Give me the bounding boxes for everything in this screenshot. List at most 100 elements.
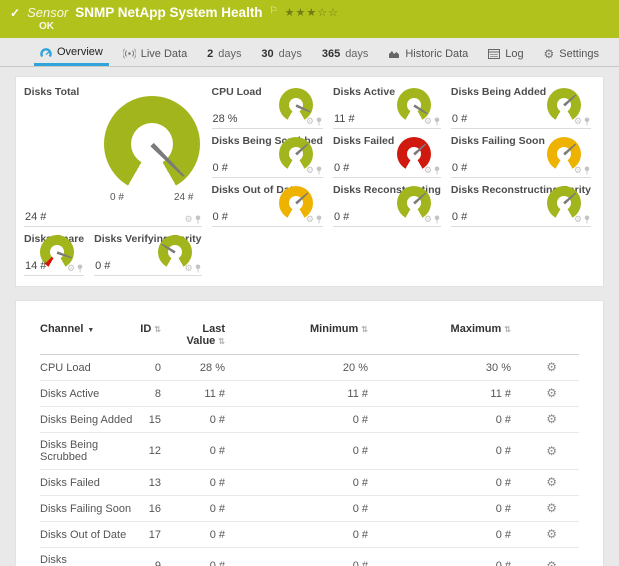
table-row: Disks Failing Soon 16 0 # 0 # 0 # ⚙ <box>40 496 579 522</box>
cell-last-value: 0 # <box>161 496 225 522</box>
pin-icon[interactable] <box>584 215 590 224</box>
cell-id: 8 <box>136 381 161 407</box>
gear-icon[interactable]: ⚙ <box>424 117 432 126</box>
table-row: Disks Reconstructing 9 0 # 0 # 0 # ⚙ <box>40 548 579 566</box>
broadcast-icon <box>123 48 136 59</box>
tab-settings[interactable]: ⚙ Settings <box>537 41 605 66</box>
table-row: CPU Load 0 28 % 20 % 30 % ⚙ <box>40 355 579 381</box>
pin-icon[interactable] <box>195 215 201 224</box>
pin-icon[interactable] <box>434 117 440 126</box>
channel-settings-gear-icon[interactable]: ⚙ <box>546 527 557 541</box>
priority-stars[interactable]: ★★★☆☆ <box>285 6 339 19</box>
pin-icon[interactable] <box>434 215 440 224</box>
table-row: Disks Active 8 11 # 11 # 11 # ⚙ <box>40 381 579 407</box>
gear-icon[interactable]: ⚙ <box>424 215 432 224</box>
gear-icon[interactable]: ⚙ <box>184 264 192 273</box>
gear-icon[interactable]: ⚙ <box>67 264 75 273</box>
gauge-value: 14 # <box>25 260 46 272</box>
gauge-card-cpu-load: CPU Load 28 % ⚙ <box>212 83 323 129</box>
gear-icon: ⚙ <box>543 48 554 60</box>
channel-settings-gear-icon[interactable]: ⚙ <box>546 444 557 458</box>
table-row: Disks Being Scrubbed 12 0 # 0 # 0 # ⚙ <box>40 433 579 470</box>
cell-actions: ⚙ <box>511 470 579 496</box>
gauge-scale-max: 24 # <box>174 192 193 203</box>
gauge-card-disks-active: Disks Active 11 # ⚙ <box>333 83 441 129</box>
channel-settings-gear-icon[interactable]: ⚙ <box>546 386 557 400</box>
channel-settings-gear-icon[interactable]: ⚙ <box>546 559 557 566</box>
tab-label: Settings <box>559 48 599 60</box>
pin-icon[interactable] <box>584 117 590 126</box>
tab-label-number: 30 <box>261 48 273 60</box>
gauge-value: 0 # <box>95 260 110 272</box>
gauge-value: 11 # <box>334 113 355 125</box>
gauge-card-disks-reconstructing: Disks Reconstructing 0 # ⚙ <box>333 181 441 227</box>
pin-icon[interactable] <box>584 166 590 175</box>
cell-maximum: 11 # <box>368 381 511 407</box>
pin-icon[interactable] <box>316 215 322 224</box>
column-header-last-value[interactable]: Last Value⇅ <box>161 323 225 355</box>
cell-actions: ⚙ <box>511 522 579 548</box>
pin-icon[interactable] <box>195 264 201 273</box>
gauge-value: 0 # <box>334 211 349 223</box>
cell-maximum: 0 # <box>368 433 511 470</box>
cell-channel: Disks Being Added <box>40 407 136 433</box>
gear-icon[interactable]: ⚙ <box>574 215 582 224</box>
column-header-id[interactable]: ID⇅ <box>136 323 161 355</box>
gear-icon[interactable]: ⚙ <box>306 215 314 224</box>
cell-last-value: 0 # <box>161 548 225 566</box>
sort-icon: ⇅ <box>361 325 368 334</box>
tab-2-days[interactable]: 2 days <box>201 41 247 66</box>
pin-icon[interactable] <box>434 166 440 175</box>
tab-30-days[interactable]: 30 days <box>255 41 308 66</box>
log-icon <box>488 49 500 59</box>
flag-icon[interactable]: ⚐ <box>270 5 278 16</box>
tab-historic-data[interactable]: Historic Data <box>382 41 474 66</box>
gauge-card-disks-being-scrubbed: Disks Being Scrubbed 0 # ⚙ <box>212 132 323 178</box>
gear-icon[interactable]: ⚙ <box>424 166 432 175</box>
tab-live-data[interactable]: Live Data <box>117 41 193 66</box>
column-header-maximum[interactable]: Maximum⇅ <box>368 323 511 355</box>
cell-channel: Disks Failed <box>40 470 136 496</box>
tab-label: Live Data <box>141 48 187 60</box>
gauge-card-disks-reconstructing-parity: Disks Reconstructing Parity 0 # ⚙ <box>451 181 591 227</box>
gear-icon[interactable]: ⚙ <box>184 215 192 224</box>
cell-id: 9 <box>136 548 161 566</box>
column-header-channel[interactable]: Channel▼ <box>40 323 136 355</box>
gear-icon[interactable]: ⚙ <box>306 166 314 175</box>
channel-settings-gear-icon[interactable]: ⚙ <box>546 412 557 426</box>
gear-icon[interactable]: ⚙ <box>574 117 582 126</box>
cell-id: 13 <box>136 470 161 496</box>
cell-channel: Disks Active <box>40 381 136 407</box>
channel-settings-gear-icon[interactable]: ⚙ <box>546 475 557 489</box>
stars-empty: ☆☆ <box>317 7 339 19</box>
gauge-disks-total[interactable] <box>104 96 200 192</box>
gear-icon[interactable]: ⚙ <box>306 117 314 126</box>
pin-icon[interactable] <box>316 166 322 175</box>
cell-id: 15 <box>136 407 161 433</box>
cell-minimum: 0 # <box>225 548 368 566</box>
channel-table-panel: Channel▼ ID⇅ Last Value⇅ Minimum⇅ Maximu… <box>15 300 604 566</box>
cell-minimum: 0 # <box>225 407 368 433</box>
gauge-scale-min: 0 # <box>110 192 124 203</box>
cell-actions: ⚙ <box>511 407 579 433</box>
pin-icon[interactable] <box>316 117 322 126</box>
channel-table: Channel▼ ID⇅ Last Value⇅ Minimum⇅ Maximu… <box>40 323 579 566</box>
gauge-value: 0 # <box>334 162 349 174</box>
tab-overview[interactable]: Overview <box>34 41 109 66</box>
column-label: Minimum <box>310 323 358 335</box>
sort-icon: ⇅ <box>154 325 161 334</box>
gauge-card-disks-being-added: Disks Being Added 0 # ⚙ <box>451 83 591 129</box>
channel-settings-gear-icon[interactable]: ⚙ <box>546 501 557 515</box>
table-header-row: Channel▼ ID⇅ Last Value⇅ Minimum⇅ Maximu… <box>40 323 579 355</box>
pin-icon[interactable] <box>77 264 83 273</box>
tab-365-days[interactable]: 365 days <box>316 41 375 66</box>
tab-label-unit: days <box>279 48 302 60</box>
tab-log[interactable]: Log <box>482 41 529 66</box>
sort-descending-icon: ▼ <box>87 327 94 334</box>
channel-settings-gear-icon[interactable]: ⚙ <box>546 360 557 374</box>
gear-icon[interactable]: ⚙ <box>574 166 582 175</box>
column-header-minimum[interactable]: Minimum⇅ <box>225 323 368 355</box>
tab-label-number: 365 <box>322 48 340 60</box>
cell-maximum: 30 % <box>368 355 511 381</box>
gauge-value: 0 # <box>452 113 467 125</box>
